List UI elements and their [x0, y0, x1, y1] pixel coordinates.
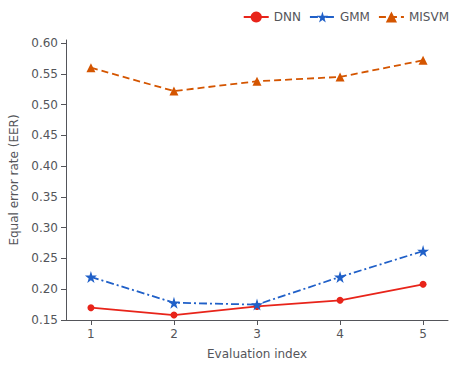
svg-text:4: 4	[336, 327, 344, 341]
svg-text:DNN: DNN	[274, 10, 301, 24]
svg-text:0.25: 0.25	[31, 251, 58, 265]
svg-text:0.20: 0.20	[31, 282, 58, 296]
svg-text:0.45: 0.45	[31, 128, 58, 142]
svg-text:1: 1	[87, 327, 95, 341]
svg-text:0.30: 0.30	[31, 221, 58, 235]
svg-text:5: 5	[419, 327, 427, 341]
svg-text:3: 3	[253, 327, 261, 341]
svg-text:0.60: 0.60	[31, 36, 58, 50]
svg-text:0.55: 0.55	[31, 67, 58, 81]
svg-text:Equal error rate (EER): Equal error rate (EER)	[7, 114, 21, 245]
svg-text:GMM: GMM	[340, 10, 370, 24]
svg-text:2: 2	[170, 327, 178, 341]
svg-text:0.50: 0.50	[31, 98, 58, 112]
svg-text:Evaluation index: Evaluation index	[207, 347, 307, 361]
svg-text:0.15: 0.15	[31, 313, 58, 327]
svg-text:0.40: 0.40	[31, 159, 58, 173]
svg-text:0.35: 0.35	[31, 190, 58, 204]
svg-text:MISVM: MISVM	[409, 10, 449, 24]
